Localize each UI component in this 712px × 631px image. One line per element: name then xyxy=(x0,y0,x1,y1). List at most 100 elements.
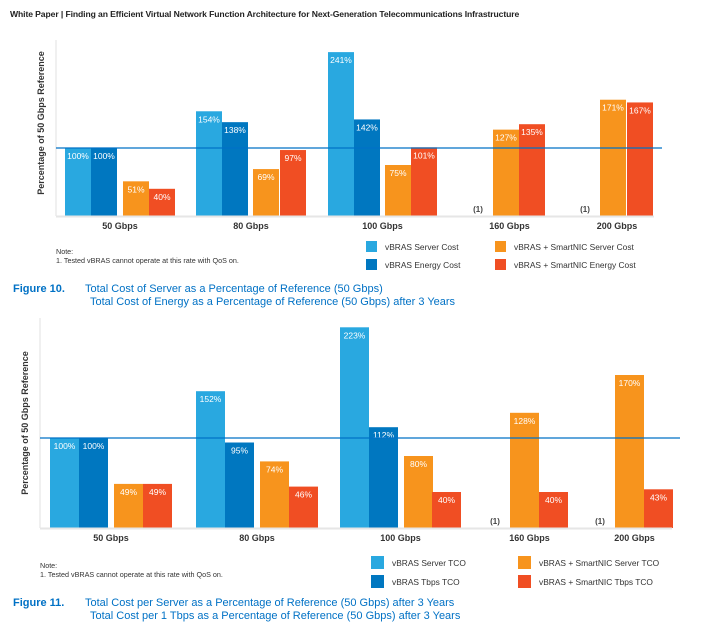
category-label: 80 Gbps xyxy=(233,221,269,231)
data-label: 51% xyxy=(127,184,144,194)
bar xyxy=(50,438,79,528)
bar xyxy=(385,165,411,216)
data-label: 223% xyxy=(344,330,366,340)
bar xyxy=(222,122,248,216)
data-label: 75% xyxy=(389,168,406,178)
legend-item: vBRAS + SmartNIC Energy Cost xyxy=(495,259,636,270)
data-label: 40% xyxy=(545,495,562,505)
figure-11-chart: Percentage of 50 Gbps Reference 100% 152% 2… xyxy=(20,318,680,543)
bar xyxy=(289,486,318,528)
legend-item: vBRAS Energy Cost xyxy=(366,259,460,270)
data-label: 142% xyxy=(356,122,378,132)
na-footnote-marker: (1) xyxy=(473,205,483,214)
y-axis-label: Percentage of 50 Gbps Reference xyxy=(20,351,30,495)
data-label: 49% xyxy=(149,487,166,497)
bar xyxy=(510,412,539,528)
data-label: 100% xyxy=(93,151,115,161)
bar xyxy=(354,119,380,216)
figure-11-note: Note: 1. Tested vBRAS cannot operate at … xyxy=(40,561,223,579)
data-label: 40% xyxy=(153,192,170,202)
data-label: 95% xyxy=(231,446,248,456)
data-label: 69% xyxy=(257,172,274,182)
legend-swatch xyxy=(371,556,384,569)
y-axis-label: Percentage of 50 Gbps Reference xyxy=(36,51,46,195)
bar xyxy=(196,111,222,216)
legend-label: vBRAS + SmartNIC Energy Cost xyxy=(514,259,636,270)
bar xyxy=(411,147,437,216)
bar xyxy=(432,492,461,528)
figure-label: Figure 11. xyxy=(13,597,65,609)
category-label: 100 Gbps xyxy=(362,221,403,231)
bar xyxy=(493,129,519,216)
bar xyxy=(143,483,172,528)
bar xyxy=(79,438,108,528)
data-label: 46% xyxy=(295,490,312,500)
note-text: 1. Tested vBRAS cannot operate at this r… xyxy=(40,570,223,579)
bar xyxy=(196,391,225,528)
data-label: 171% xyxy=(602,103,624,113)
bar xyxy=(65,148,91,216)
legend-item: vBRAS + SmartNIC Server Cost xyxy=(495,241,634,252)
category-label: 160 Gbps xyxy=(509,533,550,543)
data-label: 112% xyxy=(373,430,395,440)
bar xyxy=(369,427,398,528)
caption-line-2: Total Cost of Energy as a Percentage of … xyxy=(90,296,456,308)
figure-10-chart: Percentage of 50 Gbps Reference 100% 154% 2… xyxy=(36,40,662,231)
bar xyxy=(600,99,626,216)
bar xyxy=(340,327,369,528)
data-label: 138% xyxy=(224,125,246,135)
figure-label: Figure 10. xyxy=(13,283,65,295)
category-label: 100 Gbps xyxy=(380,533,421,543)
bar xyxy=(114,483,143,528)
data-label: 49% xyxy=(120,487,137,497)
bar xyxy=(91,148,117,216)
figure-10-caption: Figure 10. Total Cost of Server as a Perc… xyxy=(13,283,455,309)
bar xyxy=(260,461,289,528)
legend-label: vBRAS + SmartNIC Server TCO xyxy=(539,557,660,568)
note-text: 1. Tested vBRAS cannot operate at this r… xyxy=(56,256,239,265)
legend-item: vBRAS Server Cost xyxy=(366,241,459,252)
data-label: 127% xyxy=(495,133,517,143)
legend-label: vBRAS Server Cost xyxy=(385,241,459,252)
bar xyxy=(615,375,644,528)
na-footnote-marker: (1) xyxy=(490,517,500,526)
legend-swatch xyxy=(518,556,531,569)
legend-swatch xyxy=(495,259,506,270)
bar xyxy=(644,489,673,528)
bar xyxy=(328,52,354,217)
na-footnote-marker: (1) xyxy=(580,205,590,214)
caption-line-1: Total Cost of Server as a Percentage of … xyxy=(85,283,383,295)
legend-label: vBRAS Tbps TCO xyxy=(392,576,460,587)
bar xyxy=(123,181,149,216)
legend-item: vBRAS Server TCO xyxy=(371,556,466,569)
legend-item: vBRAS Tbps TCO xyxy=(371,575,460,588)
legend-swatch xyxy=(366,259,377,270)
data-label: 152% xyxy=(200,394,222,404)
data-label: 241% xyxy=(330,55,352,65)
category-label: 50 Gbps xyxy=(102,221,138,231)
data-label: 154% xyxy=(198,114,220,124)
legend-label: vBRAS + SmartNIC Tbps TCO xyxy=(539,576,653,587)
caption-line-2: Total Cost per 1 Tbps as a Percentage of… xyxy=(90,610,461,622)
legend-swatch xyxy=(495,241,506,252)
legend-swatch xyxy=(366,241,377,252)
data-label: 80% xyxy=(410,459,427,469)
legend-swatch xyxy=(518,575,531,588)
data-label: 100% xyxy=(54,441,76,451)
category-label: 160 Gbps xyxy=(489,221,530,231)
legend-item: vBRAS + SmartNIC Server TCO xyxy=(518,556,659,569)
data-label: 100% xyxy=(83,441,105,451)
data-label: 135% xyxy=(521,127,543,137)
data-label: 40% xyxy=(438,495,455,505)
figure-11-caption: Figure 11. Total Cost per Server as a Per… xyxy=(13,597,460,623)
bar xyxy=(253,169,279,216)
data-label: 74% xyxy=(266,464,283,474)
category-label: 200 Gbps xyxy=(614,533,655,543)
data-label: 97% xyxy=(284,153,301,163)
legend-label: vBRAS + SmartNIC Server Cost xyxy=(514,241,634,252)
legend-swatch xyxy=(371,575,384,588)
figure-10-note: Note: 1. Tested vBRAS cannot operate at … xyxy=(56,247,239,265)
category-label: 200 Gbps xyxy=(597,221,638,231)
caption-line-1: Total Cost per Server as a Percentage of… xyxy=(85,597,455,609)
bar xyxy=(225,442,254,528)
